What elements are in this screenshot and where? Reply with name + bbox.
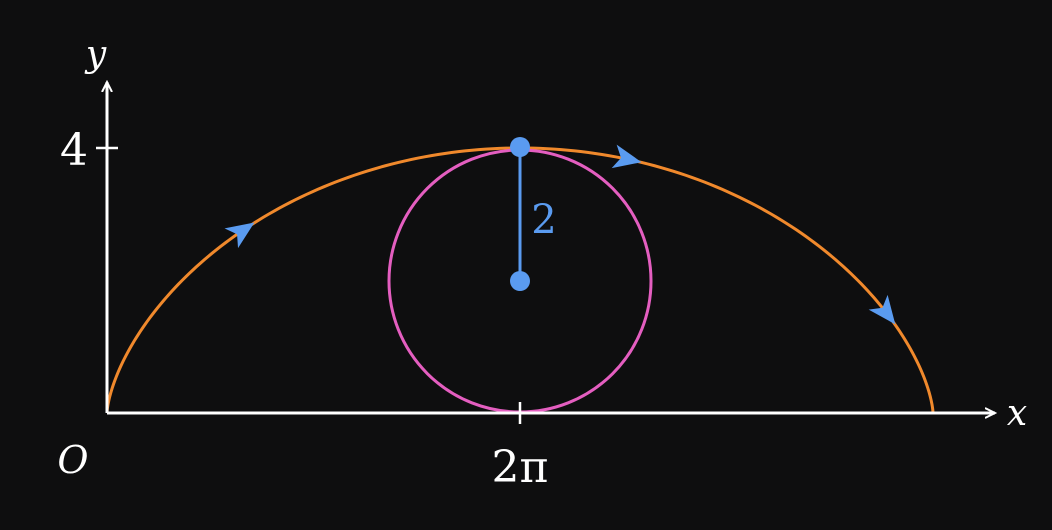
x-tick-label: 2π bbox=[492, 442, 549, 493]
circle-center-point bbox=[510, 271, 530, 291]
radius-label: 2 bbox=[531, 197, 556, 243]
direction-arrow-3 bbox=[868, 294, 896, 325]
y-tick-label: 4 bbox=[60, 125, 88, 176]
direction-arrow-1 bbox=[224, 222, 255, 249]
x-axis-label: x bbox=[1007, 393, 1027, 434]
radius-top-point bbox=[510, 137, 530, 157]
direction-arrow-2 bbox=[611, 144, 642, 169]
y-axis-label: y bbox=[84, 34, 107, 75]
origin-label: O bbox=[57, 438, 88, 482]
